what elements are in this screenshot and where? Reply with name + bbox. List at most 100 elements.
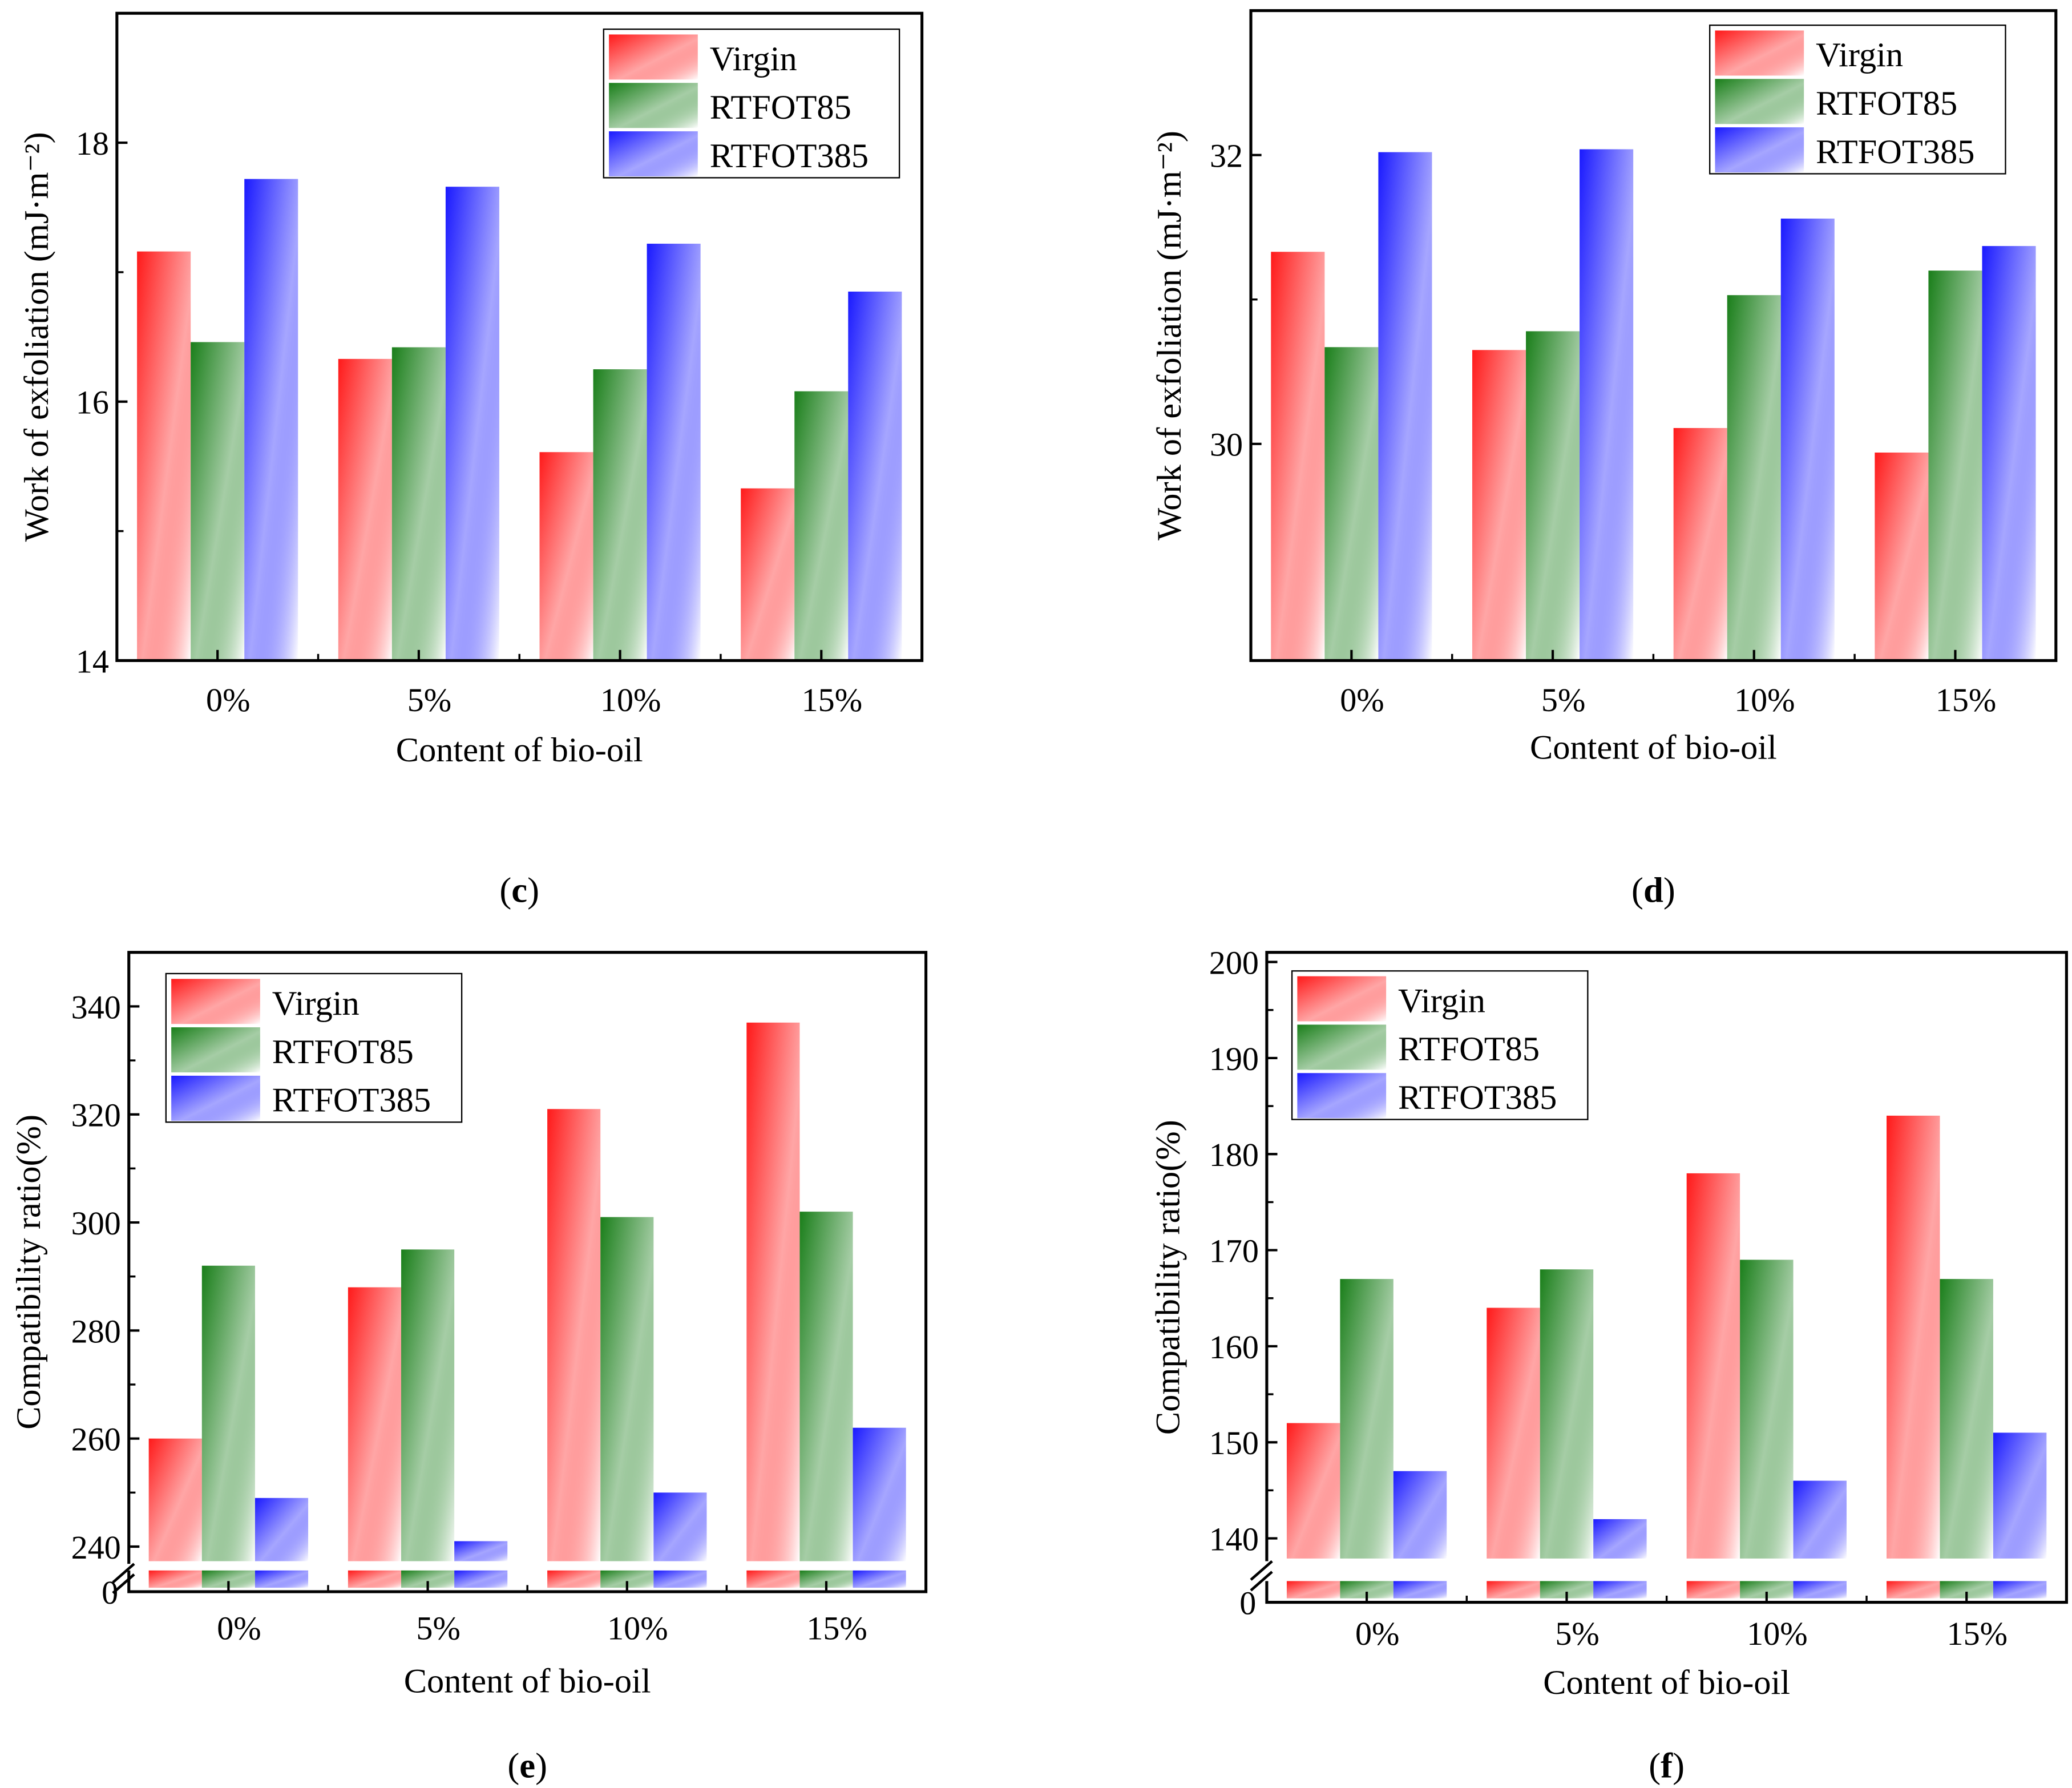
panel-caption: (c): [499, 870, 539, 910]
bar-virgin-10%: [539, 452, 593, 661]
legend-label-rtfot385: RTFOT385: [1398, 1079, 1557, 1117]
x-tick-label: 0%: [217, 1610, 261, 1647]
panel-caption: (f): [1649, 1745, 1685, 1785]
x-tick-label: 0%: [1355, 1615, 1399, 1652]
legend-label-virgin: Virgin: [710, 40, 797, 78]
y-tick-label: 340: [71, 988, 121, 1026]
bar-virgin-15%: [1887, 1115, 1940, 1559]
bar-stub-virgin-5%: [348, 1570, 402, 1588]
legend-label-rtfot385: RTFOT385: [710, 137, 869, 175]
axis-break-mark: [1250, 1560, 1273, 1581]
bar-virgin-5%: [338, 358, 392, 661]
panel-caption-letter: c: [511, 870, 527, 910]
x-tick-label: 5%: [1541, 681, 1585, 719]
x-axis-label: Content of bio-oil: [1530, 728, 1777, 766]
bar-rtfot385-0%: [255, 1498, 309, 1561]
x-tick-label: 5%: [416, 1610, 460, 1647]
bar-stub-virgin-5%: [1487, 1581, 1540, 1599]
bar-stub-virgin-0%: [1286, 1581, 1340, 1599]
bar-stub-rtfot385-10%: [1793, 1581, 1847, 1599]
y-tick-label: 16: [76, 384, 109, 421]
legend: Virgin RTFOT85 RTFOT385: [603, 28, 900, 179]
x-tick-label: 5%: [1555, 1615, 1599, 1652]
y-tick-label-zero: 0: [1239, 1585, 1256, 1622]
legend-label-rtfot85: RTFOT85: [1816, 84, 1957, 123]
bar-rtfot385-5%: [454, 1541, 508, 1561]
bar-rtfot85-10%: [1740, 1260, 1794, 1559]
bar-stub-rtfot385-10%: [653, 1570, 707, 1588]
chart-panel-f: 140 150 160 170 180 190 200 0 0% 5% 10% 15% Content …: [1149, 945, 2068, 1785]
bar-virgin-10%: [547, 1109, 601, 1561]
x-tick-label: 15%: [802, 681, 863, 719]
bar-stub-rtfot385-0%: [255, 1570, 309, 1588]
y-tick-label: 190: [1209, 1040, 1259, 1077]
bar-virgin-15%: [1875, 453, 1929, 661]
y-axis-label: Compatibility ratio(%): [10, 1115, 48, 1430]
y-axis-label: Work of exfoliation (mJ·m⁻²): [18, 132, 56, 542]
legend: Virgin RTFOT85 RTFOT385: [1709, 24, 2006, 175]
bar-rtfot385-15%: [853, 1427, 906, 1561]
panel-caption: (d): [1631, 870, 1675, 910]
axis-break-mark: [112, 1563, 135, 1584]
bar-rtfot385-5%: [1580, 149, 1634, 661]
legend-label-rtfot85: RTFOT85: [710, 88, 851, 127]
legend-swatch-rtfot385: [1715, 127, 1804, 173]
x-tick-label: 0%: [1340, 681, 1384, 719]
axis-break-mark: [112, 1573, 135, 1595]
legend-label-rtfot85: RTFOT85: [1398, 1030, 1540, 1068]
bar-rtfot85-0%: [1340, 1279, 1394, 1559]
x-tick-label: 15%: [806, 1610, 867, 1647]
bar-rtfot85-5%: [1540, 1269, 1594, 1559]
x-tick-label: 10%: [1734, 681, 1795, 719]
bar-stub-rtfot385-5%: [454, 1570, 508, 1588]
panel-caption: (e): [507, 1745, 547, 1785]
y-tick-label: 30: [1210, 426, 1243, 463]
legend-swatch-rtfot385: [1297, 1073, 1387, 1119]
bar-stub-virgin-10%: [547, 1570, 601, 1588]
bar-rtfot85-15%: [799, 1212, 853, 1561]
bar-virgin-0%: [1286, 1423, 1340, 1559]
legend-label-virgin: Virgin: [272, 984, 360, 1023]
bar-rtfot385-15%: [1982, 246, 2036, 661]
bar-rtfot385-10%: [1780, 219, 1835, 661]
legend-swatch-virgin: [171, 979, 260, 1024]
y-tick-label: 170: [1209, 1232, 1259, 1269]
bar-rtfot385-5%: [1593, 1519, 1647, 1559]
x-tick-label: 10%: [1747, 1615, 1807, 1652]
bar-rtfot85-10%: [1727, 295, 1781, 661]
bar-rtfot85-0%: [1324, 347, 1379, 661]
y-tick-label: 150: [1209, 1424, 1259, 1462]
legend-label-rtfot85: RTFOT85: [272, 1033, 414, 1071]
axis-break-gap: [110, 1564, 135, 1571]
legend-swatch-virgin: [1297, 976, 1387, 1022]
legend-swatch-virgin: [609, 34, 698, 80]
legend: Virgin RTFOT85 RTFOT385: [165, 972, 463, 1123]
chart-panel-d: 30 32 0% 5% 10% 15% Content of bio-oil Work of …: [1150, 9, 2058, 910]
y-axis-label: Work of exfoliation (mJ·m⁻²): [1150, 131, 1189, 540]
bar-virgin-0%: [137, 251, 191, 661]
bar-stub-virgin-15%: [1887, 1581, 1940, 1599]
bar-rtfot85-0%: [191, 342, 245, 661]
axis-break-mark: [1250, 1571, 1273, 1592]
bar-rtfot385-0%: [1378, 152, 1432, 661]
bar-rtfot85-0%: [201, 1265, 255, 1561]
bar-rtfot385-10%: [653, 1492, 707, 1561]
bar-virgin-5%: [1487, 1307, 1540, 1559]
legend-swatch-rtfot385: [609, 131, 698, 177]
bar-stub-virgin-0%: [148, 1570, 202, 1588]
legend: Virgin RTFOT85 RTFOT385: [1291, 970, 1589, 1120]
y-axis-label: Compatibility ratio(%): [1149, 1120, 1188, 1435]
bar-rtfot385-15%: [848, 291, 902, 661]
bar-virgin-15%: [746, 1022, 800, 1561]
legend-swatch-rtfot85: [609, 83, 698, 128]
y-tick-label: 260: [71, 1421, 121, 1458]
bar-virgin-0%: [1271, 252, 1325, 661]
legend-label-virgin: Virgin: [1816, 36, 1903, 74]
bar-stub-rtfot385-5%: [1593, 1581, 1647, 1599]
x-tick-label: 15%: [1947, 1615, 2008, 1652]
bar-rtfot85-15%: [1928, 271, 1982, 661]
legend-label-virgin: Virgin: [1398, 982, 1485, 1020]
y-tick-label: 180: [1209, 1136, 1259, 1173]
bar-stub-rtfot385-15%: [1993, 1581, 2047, 1599]
